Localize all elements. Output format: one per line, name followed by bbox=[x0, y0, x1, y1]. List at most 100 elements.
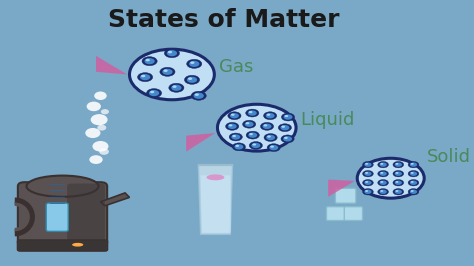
Circle shape bbox=[363, 189, 374, 195]
Circle shape bbox=[380, 181, 383, 183]
Polygon shape bbox=[199, 165, 232, 234]
Circle shape bbox=[195, 93, 199, 96]
Circle shape bbox=[378, 161, 389, 168]
Circle shape bbox=[167, 50, 177, 56]
Circle shape bbox=[264, 124, 267, 126]
Circle shape bbox=[393, 161, 404, 168]
Circle shape bbox=[168, 51, 172, 53]
Circle shape bbox=[380, 181, 387, 185]
Ellipse shape bbox=[85, 128, 100, 138]
FancyBboxPatch shape bbox=[18, 182, 107, 246]
Text: Gas: Gas bbox=[219, 57, 253, 76]
Circle shape bbox=[266, 135, 275, 140]
Circle shape bbox=[236, 145, 239, 147]
Circle shape bbox=[395, 190, 402, 194]
Circle shape bbox=[193, 93, 204, 99]
Circle shape bbox=[235, 144, 243, 149]
Circle shape bbox=[162, 69, 173, 75]
Circle shape bbox=[363, 171, 374, 177]
Circle shape bbox=[267, 135, 271, 138]
Circle shape bbox=[246, 122, 249, 124]
Circle shape bbox=[408, 171, 419, 177]
Polygon shape bbox=[201, 175, 231, 233]
Circle shape bbox=[246, 131, 259, 139]
Text: States of Matter: States of Matter bbox=[108, 8, 339, 32]
Circle shape bbox=[260, 122, 273, 130]
Polygon shape bbox=[328, 180, 355, 197]
Circle shape bbox=[408, 180, 419, 186]
Circle shape bbox=[393, 171, 404, 177]
Circle shape bbox=[284, 115, 288, 117]
Circle shape bbox=[378, 171, 389, 177]
Circle shape bbox=[263, 124, 272, 129]
Circle shape bbox=[395, 172, 402, 176]
Ellipse shape bbox=[92, 141, 109, 152]
Circle shape bbox=[249, 111, 253, 113]
Circle shape bbox=[380, 163, 383, 165]
Circle shape bbox=[365, 181, 372, 185]
Circle shape bbox=[408, 161, 419, 168]
Circle shape bbox=[283, 136, 292, 142]
Circle shape bbox=[146, 59, 150, 61]
Circle shape bbox=[363, 161, 374, 168]
Circle shape bbox=[410, 190, 417, 194]
Circle shape bbox=[265, 113, 274, 118]
Circle shape bbox=[395, 181, 402, 185]
Circle shape bbox=[228, 124, 232, 126]
Circle shape bbox=[189, 61, 200, 67]
Circle shape bbox=[380, 172, 383, 174]
Ellipse shape bbox=[87, 102, 101, 111]
FancyBboxPatch shape bbox=[327, 207, 345, 221]
Ellipse shape bbox=[27, 176, 99, 197]
Circle shape bbox=[365, 181, 368, 183]
Circle shape bbox=[230, 113, 239, 118]
Circle shape bbox=[270, 146, 274, 148]
Ellipse shape bbox=[129, 49, 214, 100]
Circle shape bbox=[365, 172, 372, 176]
Circle shape bbox=[187, 77, 197, 83]
Circle shape bbox=[228, 124, 237, 129]
Circle shape bbox=[187, 59, 202, 68]
Circle shape bbox=[395, 190, 399, 192]
Circle shape bbox=[283, 114, 292, 120]
Ellipse shape bbox=[97, 125, 106, 131]
Circle shape bbox=[169, 83, 184, 92]
Polygon shape bbox=[186, 133, 215, 152]
Circle shape bbox=[140, 74, 150, 80]
Circle shape bbox=[365, 190, 368, 192]
Ellipse shape bbox=[357, 158, 424, 198]
Circle shape bbox=[137, 73, 153, 82]
Circle shape bbox=[252, 143, 256, 146]
Circle shape bbox=[164, 69, 168, 72]
FancyBboxPatch shape bbox=[335, 188, 356, 203]
Circle shape bbox=[393, 180, 404, 186]
Circle shape bbox=[248, 110, 257, 116]
Circle shape bbox=[284, 137, 288, 139]
Circle shape bbox=[395, 181, 399, 183]
Circle shape bbox=[410, 163, 414, 165]
Circle shape bbox=[231, 134, 240, 140]
Circle shape bbox=[249, 142, 263, 149]
Circle shape bbox=[281, 125, 290, 130]
Circle shape bbox=[149, 90, 159, 96]
Circle shape bbox=[278, 124, 292, 132]
Circle shape bbox=[188, 77, 192, 80]
Circle shape bbox=[173, 85, 177, 88]
Circle shape bbox=[249, 133, 253, 135]
Circle shape bbox=[395, 163, 399, 165]
Circle shape bbox=[150, 91, 154, 93]
Ellipse shape bbox=[218, 104, 296, 151]
Circle shape bbox=[365, 190, 372, 194]
Circle shape bbox=[378, 189, 389, 195]
Ellipse shape bbox=[94, 92, 107, 100]
Ellipse shape bbox=[101, 109, 109, 114]
Ellipse shape bbox=[99, 148, 109, 155]
Circle shape bbox=[190, 61, 194, 64]
Circle shape bbox=[269, 145, 278, 150]
Circle shape bbox=[164, 49, 180, 58]
Circle shape bbox=[146, 89, 162, 98]
Circle shape bbox=[282, 113, 295, 121]
Circle shape bbox=[145, 58, 155, 64]
Circle shape bbox=[363, 180, 374, 186]
Ellipse shape bbox=[207, 174, 224, 180]
